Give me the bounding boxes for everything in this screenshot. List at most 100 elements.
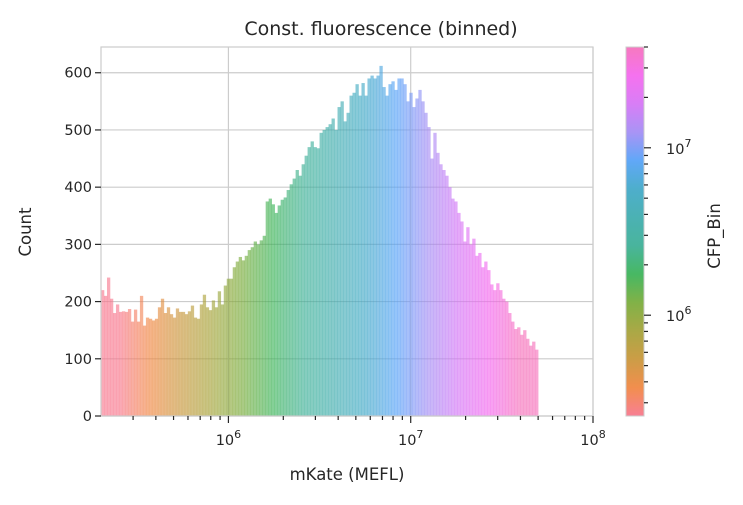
histogram-bar <box>364 95 368 417</box>
histogram-bar <box>394 89 398 416</box>
histogram-bar <box>406 101 410 416</box>
histogram-bar <box>109 298 114 416</box>
histogram-bar <box>301 164 305 416</box>
x-tick-label: 106 <box>216 428 241 449</box>
histogram-bar <box>175 308 180 416</box>
histogram-bar <box>385 95 389 417</box>
histogram-bar <box>529 345 533 416</box>
histogram-bar <box>445 175 449 416</box>
histogram-bar <box>415 98 419 416</box>
histogram-bar <box>154 318 159 416</box>
histogram-bar <box>388 84 392 417</box>
histogram-bar <box>457 212 461 416</box>
histogram-bar <box>139 295 144 416</box>
histogram-bar <box>355 84 359 417</box>
histogram-bar <box>271 204 275 416</box>
histogram-bar <box>436 152 440 416</box>
histogram-bar <box>169 314 174 416</box>
histogram-bar <box>250 247 254 416</box>
histogram-bar <box>172 317 177 416</box>
histogram-bar <box>334 129 338 416</box>
colorbar-label: CFP_Bin <box>705 203 725 269</box>
histogram-bar <box>487 270 491 416</box>
histogram-bar <box>235 261 240 416</box>
histogram-bar <box>157 307 162 416</box>
histogram-bar <box>247 250 252 416</box>
histogram-bar <box>331 118 335 416</box>
histogram-bar <box>448 187 452 416</box>
histogram-bar <box>343 121 347 416</box>
histogram-bar <box>358 95 362 417</box>
histogram-bar <box>268 198 272 416</box>
y-tick-label: 100 <box>64 352 92 368</box>
histogram-bar <box>304 155 308 416</box>
histogram-bar <box>106 277 111 416</box>
histogram-bar <box>367 78 371 416</box>
histogram-bar <box>133 309 138 416</box>
histogram-bar <box>259 240 263 416</box>
x-tick-label: 107 <box>398 428 423 449</box>
histogram-bar <box>292 178 296 416</box>
histogram-bar <box>430 158 434 416</box>
histogram-bar <box>286 190 290 416</box>
histogram-bar <box>382 87 386 416</box>
histogram-bar <box>187 311 192 416</box>
histogram-bar <box>490 284 494 416</box>
histogram-bar <box>136 321 141 416</box>
histogram-bar <box>124 311 129 416</box>
y-tick-label: 200 <box>64 295 92 311</box>
histogram-bar <box>475 255 479 416</box>
histogram-bar <box>352 92 356 416</box>
histogram-bar <box>505 301 509 416</box>
histogram-bar <box>130 321 135 416</box>
histogram-bar <box>277 205 281 416</box>
histogram-bar <box>493 290 497 416</box>
histogram-bar <box>463 241 467 416</box>
histogram-bar <box>424 112 428 416</box>
histogram-bar <box>469 244 473 416</box>
histogram-bar <box>517 327 521 416</box>
histogram-bar <box>274 212 278 416</box>
histogram-bar <box>127 309 132 416</box>
histogram-bar <box>211 300 216 416</box>
histogram-bar <box>256 244 260 416</box>
histogram-bar <box>184 314 189 416</box>
histogram-bar <box>208 310 213 416</box>
histogram-bar <box>433 132 437 416</box>
histogram-bar <box>496 283 500 416</box>
histogram-bar <box>397 78 401 416</box>
histogram-bar <box>325 127 329 417</box>
histogram-bar <box>145 317 150 416</box>
histogram-bar <box>520 334 524 416</box>
histogram-bar <box>340 101 344 416</box>
y-tick-label: 0 <box>83 409 92 425</box>
histogram-bar <box>202 294 207 416</box>
histogram-bar <box>370 75 374 417</box>
histogram-bar <box>454 201 458 416</box>
histogram-bar <box>439 164 443 416</box>
histogram-bar <box>265 201 269 416</box>
histogram-bar <box>349 95 353 417</box>
histogram-bar <box>166 307 171 416</box>
histogram-bar <box>118 311 123 416</box>
histogram-bar <box>535 349 539 416</box>
histogram-bar <box>190 305 195 416</box>
colorbar-tick-label: 106 <box>666 304 691 325</box>
histogram-bar <box>508 313 512 416</box>
histogram-bar <box>151 320 156 416</box>
histogram-bar <box>217 291 222 416</box>
y-tick-label: 300 <box>64 237 92 253</box>
histogram-bar <box>466 227 470 416</box>
histogram-bar <box>241 260 246 416</box>
histogram-bar <box>244 255 249 416</box>
histogram-bar <box>142 325 147 416</box>
y-axis-label: Count <box>16 207 35 257</box>
histogram-bar <box>418 89 422 416</box>
histogram-bar <box>295 170 299 416</box>
histogram-bar <box>391 81 395 416</box>
histogram-bar <box>379 65 383 417</box>
histogram-bar <box>478 252 482 416</box>
histogram-bar <box>451 198 455 416</box>
histogram-bar <box>460 221 464 416</box>
